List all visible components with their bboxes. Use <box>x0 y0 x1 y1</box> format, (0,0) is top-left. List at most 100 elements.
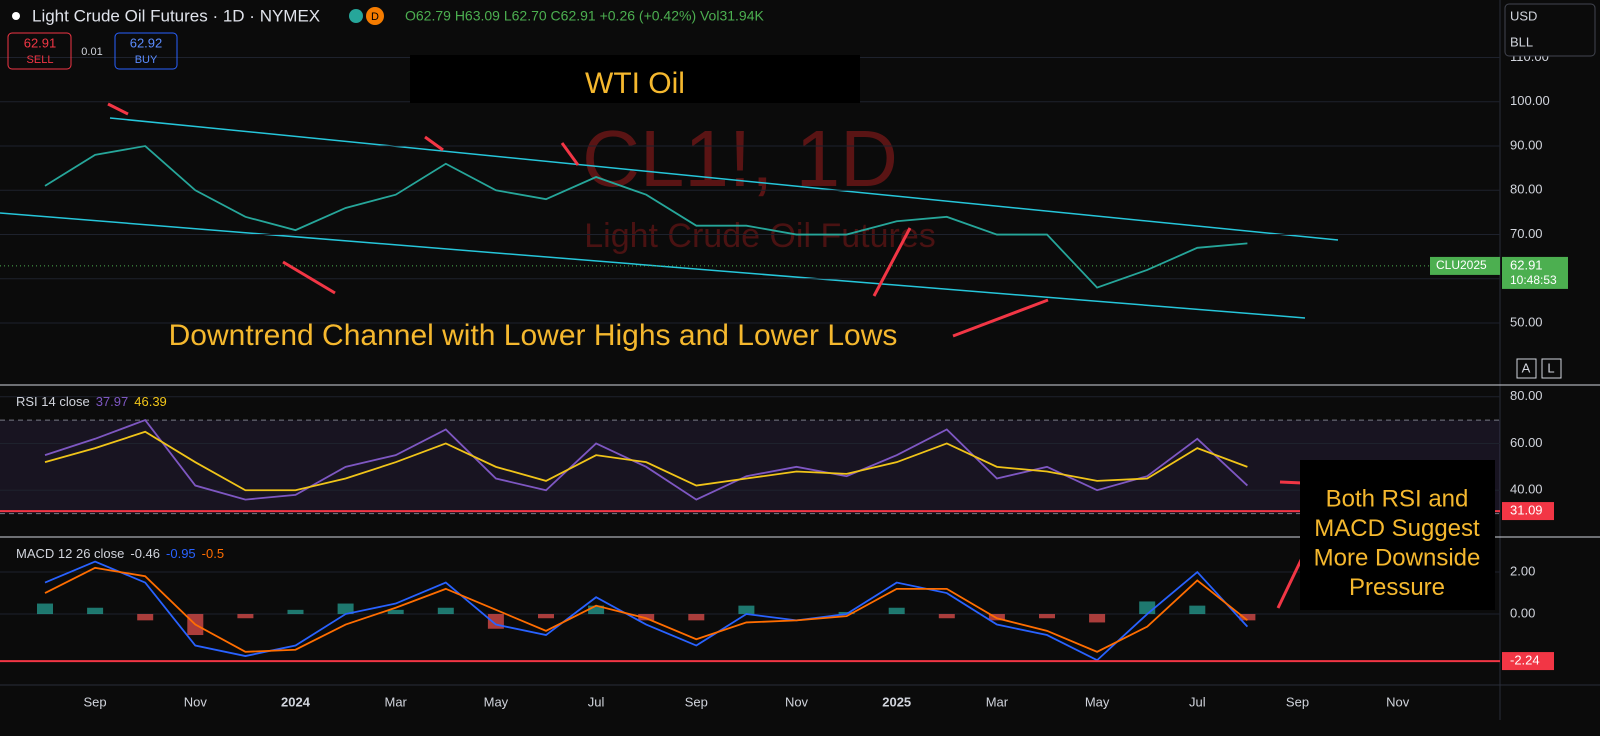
series-line <box>44 566 1248 653</box>
unit: BLL <box>1510 34 1533 49</box>
arrows <box>107 102 1326 609</box>
histogram-bar <box>1039 614 1055 619</box>
annotation-note: Pressure <box>1349 574 1445 601</box>
x-tick-label: 2025 <box>882 694 911 709</box>
channel-line <box>109 117 1339 241</box>
x-tick-label: May <box>1085 694 1110 709</box>
histogram-bar <box>1139 601 1156 615</box>
x-tick-label: Sep <box>84 694 107 709</box>
histogram-bar <box>387 609 404 615</box>
spread: 0.01 <box>81 46 102 58</box>
histogram-bar <box>638 614 655 621</box>
y-tick-label: 40.00 <box>1510 482 1543 497</box>
histogram-bar <box>37 603 53 615</box>
histogram-bar <box>1189 605 1206 615</box>
x-tick-label: Mar <box>986 694 1009 709</box>
annotation-note: More Downside <box>1314 544 1481 571</box>
legend-value: 37.97 <box>96 394 129 409</box>
legend-value: -0.46 <box>130 546 160 561</box>
histogram-bar <box>988 614 1005 621</box>
price-tag <box>1502 256 1568 289</box>
histogram-bar <box>588 605 605 615</box>
buy-label: BUY <box>135 54 158 66</box>
watermark: CL1!, 1D <box>582 114 898 203</box>
y-tick-label: 70.00 <box>1510 226 1543 241</box>
unit-selector[interactable] <box>1504 3 1596 57</box>
scale-button[interactable] <box>1541 358 1562 379</box>
x-tick-label: Sep <box>1286 694 1309 709</box>
histogram-bar <box>437 607 454 615</box>
series-line <box>44 419 1249 501</box>
legend-value: -0.5 <box>202 546 224 561</box>
badge-bg <box>366 7 384 25</box>
annotation-bg <box>410 55 860 103</box>
symbol-title: Light Crude Oil Futures · 1D · NYMEX <box>32 6 320 25</box>
legend: RSI 14 close 37.97 46.39 <box>16 394 167 409</box>
legend-value: RSI 14 close <box>16 394 90 409</box>
histogram-bar <box>287 609 304 615</box>
header-bg <box>0 0 880 32</box>
ohlc: O62.79 H63.09 L62.70 C62.91 +0.26 (+0.42… <box>405 8 764 24</box>
histogram-bar <box>337 603 354 615</box>
x-tick-label: 2024 <box>281 694 311 709</box>
level-tag <box>1502 652 1554 671</box>
scale-l: L <box>1547 360 1554 375</box>
x-tick-label: Jul <box>1189 694 1206 709</box>
status-dot <box>349 9 363 23</box>
sell-price: 62.91 <box>24 35 57 50</box>
y-tick-label: 100.00 <box>1510 93 1550 108</box>
watermark-sub: Light Crude Oil Futures <box>584 217 936 255</box>
currency: USD <box>1510 8 1537 23</box>
histogram-bar <box>237 614 254 619</box>
y-tick-label: 80.00 <box>1510 182 1543 197</box>
scale-button[interactable] <box>1516 358 1537 379</box>
histogram-bar <box>1239 614 1256 621</box>
histogram-bar <box>137 614 154 621</box>
buy-button[interactable] <box>114 32 178 70</box>
legend: MACD 12 26 close -0.46 -0.95 -0.5 <box>16 546 224 561</box>
y-tick-label: 2.00 <box>1510 563 1535 578</box>
y-tick-label: 80.00 <box>1510 388 1543 403</box>
histogram-bar <box>688 614 705 621</box>
sell-label: SELL <box>27 54 54 66</box>
level-label: 31.09 <box>1510 503 1543 518</box>
symbol-tag <box>1430 256 1500 275</box>
x-tick-label: Sep <box>685 694 708 709</box>
annotation-title: WTI Oil <box>585 67 685 100</box>
histogram-bar <box>738 605 755 615</box>
histogram-bar <box>888 607 905 615</box>
annotation-channel: Downtrend Channel with Lower Highs and L… <box>169 319 898 352</box>
sell-button[interactable] <box>7 32 72 70</box>
rsi-band <box>0 420 1500 514</box>
histogram-bar <box>938 614 955 619</box>
badge: D <box>371 11 379 23</box>
y-tick-label: 0.00 <box>1510 605 1535 620</box>
symbol-label: CLU2025 <box>1436 258 1487 272</box>
x-tick-label: May <box>484 694 509 709</box>
series-line <box>44 560 1249 662</box>
time-label: 10:48:53 <box>1510 273 1557 287</box>
legend-value: MACD 12 26 close <box>16 546 124 561</box>
y-tick-label: 90.00 <box>1510 137 1543 152</box>
price-label: 62.91 <box>1510 257 1543 272</box>
x-tick-label: Mar <box>385 694 408 709</box>
y-tick-label: 50.00 <box>1510 314 1543 329</box>
annotation-note: MACD Suggest <box>1314 515 1480 542</box>
histogram-bar <box>1089 614 1106 623</box>
level-tag <box>1502 502 1554 521</box>
annotation-note: Both RSI and <box>1326 485 1469 512</box>
y-tick-label: 60.00 <box>1510 435 1543 450</box>
buy-price: 62.92 <box>130 35 163 50</box>
level-label: -2.24 <box>1510 653 1540 668</box>
histogram-bar <box>538 614 554 619</box>
icon <box>12 12 20 20</box>
scale-a: A <box>1522 360 1531 375</box>
histogram-bar <box>87 607 104 615</box>
x-tick-label: Nov <box>785 694 809 709</box>
x-tick-label: Nov <box>1386 694 1410 709</box>
annotation-bg <box>1300 460 1495 610</box>
x-tick-label: Jul <box>588 694 605 709</box>
series-line <box>44 145 1248 289</box>
